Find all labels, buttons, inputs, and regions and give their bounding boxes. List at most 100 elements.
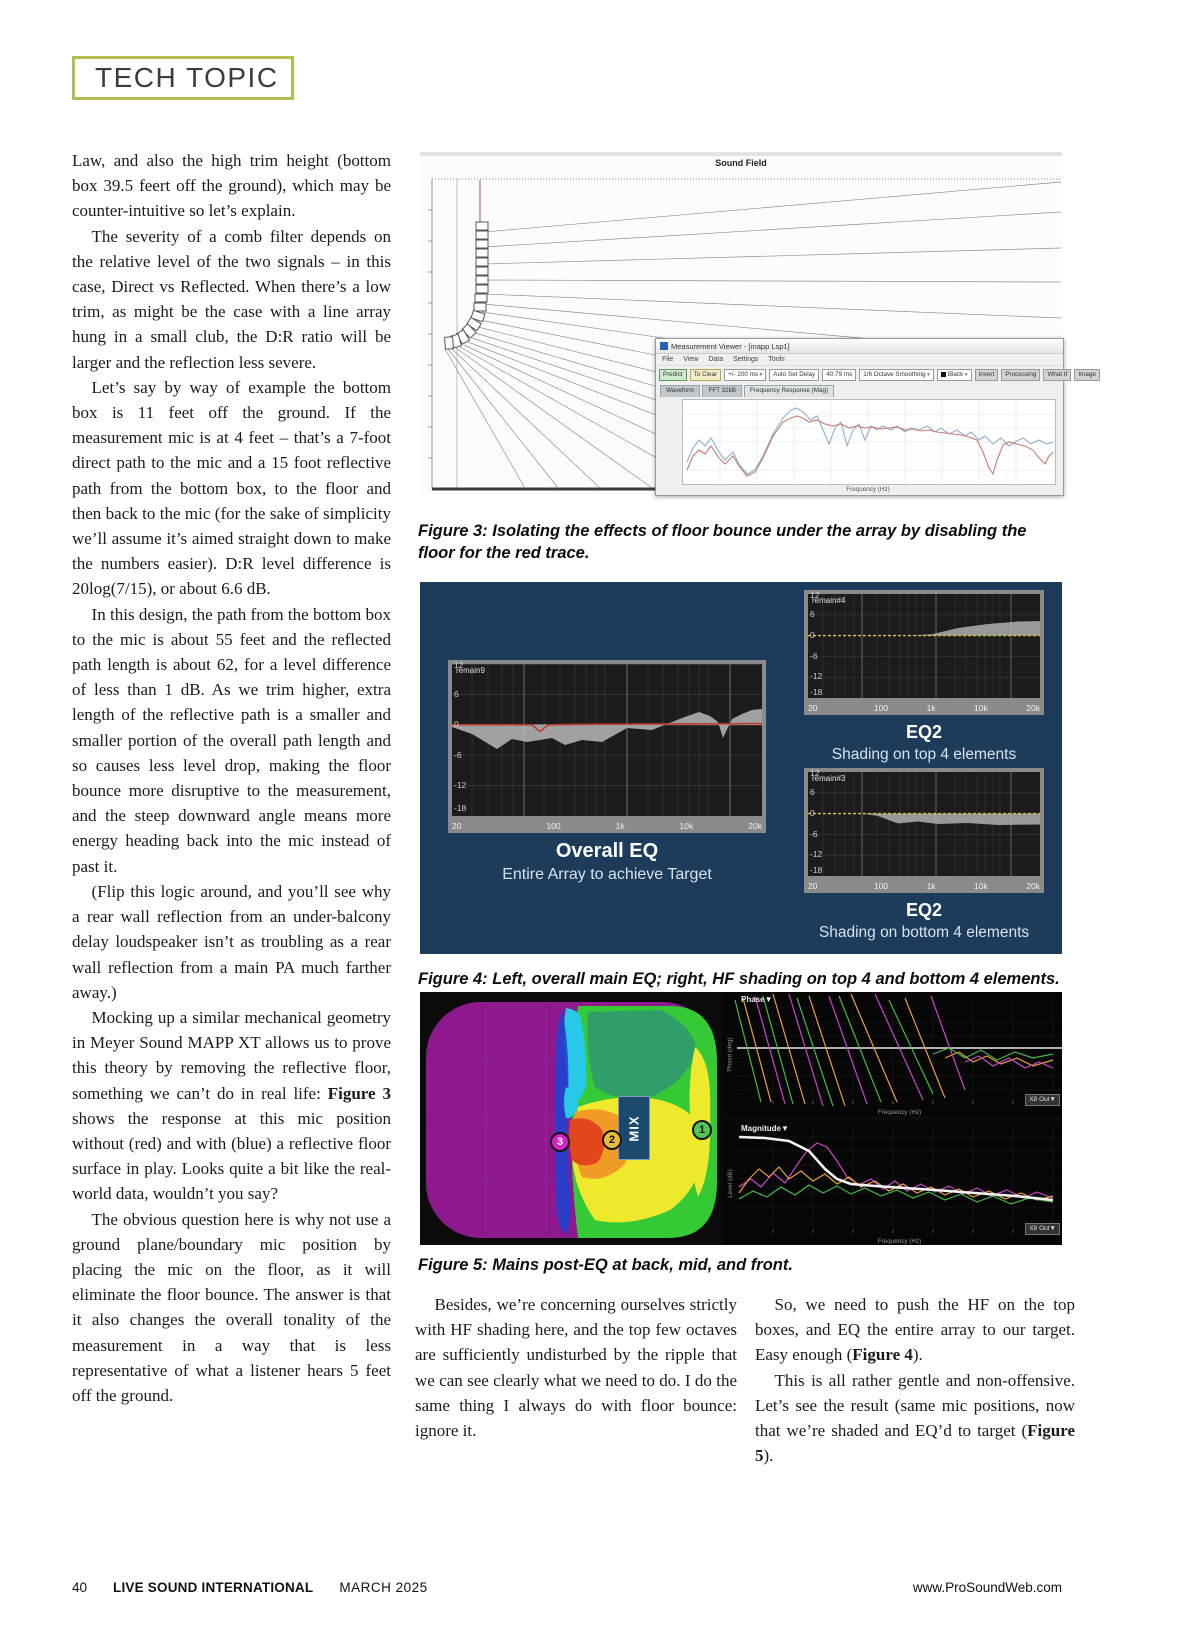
eq2-bottom-heading: EQ2 Shading on bottom 4 elements — [804, 900, 1044, 942]
y-tick: 6 — [810, 787, 815, 797]
figure-4-eq-panel: remain9 12 6 0 -6 -12 -18 20 100 1k 10k … — [420, 582, 1062, 954]
clear-button[interactable]: To Clear — [689, 369, 722, 381]
y-tick: 0 — [810, 630, 815, 640]
y-tick: 0 — [810, 808, 815, 818]
app-icon — [660, 342, 668, 350]
website-url: www.ProSoundWeb.com — [912, 1580, 1062, 1595]
eq2-subtitle: Shading on top 4 elements — [831, 746, 1017, 763]
shading-fill-gray — [808, 621, 1040, 636]
paragraph-text: shows the response at this mic position … — [72, 1108, 391, 1204]
tab-fft[interactable]: FFT 32kB — [702, 385, 742, 397]
range-select[interactable]: +/- 200 ms — [724, 369, 767, 381]
trace-color-select[interactable]: Black — [936, 369, 972, 381]
x-tick: 100 — [546, 821, 561, 831]
autoset-delay-button[interactable]: Auto Set Delay — [769, 369, 820, 381]
invert-button[interactable]: Invert — [974, 369, 999, 381]
tab-waveform[interactable]: Waveform — [660, 385, 701, 397]
tab-frequency-response[interactable]: Frequency Response (Mag) — [744, 385, 835, 397]
paragraph: Let’s say by way of example the bottom b… — [72, 377, 391, 599]
whatif-button[interactable]: What If — [1043, 369, 1072, 381]
issue-date: MARCH 2025 — [339, 1580, 428, 1595]
y-tick: -18 — [810, 687, 823, 697]
paragraph: In this design, the path from the bottom… — [72, 604, 391, 876]
y-tick: -6 — [454, 750, 462, 760]
predict-button[interactable]: Predict — [659, 369, 687, 381]
paragraph: The obvious question here is why not use… — [72, 1209, 391, 1405]
trace-red-floor-disabled — [686, 415, 1054, 477]
figure-4-caption: Figure 4: Left, overall main EQ; right, … — [418, 970, 1060, 988]
output-select[interactable]: X8 Out▼ — [1025, 1094, 1060, 1106]
eq-plot-tag: remain#4 — [812, 596, 846, 605]
paragraph-text: ). — [912, 1345, 923, 1365]
mic-position-marker-1: 1 — [692, 1120, 712, 1140]
x-axis-ticks: 20 100 1k 10k 20k — [808, 881, 1040, 894]
overall-eq-plot: remain9 12 6 0 -6 -12 -18 20 100 1k 10k … — [448, 660, 766, 833]
x-tick: 10k — [679, 821, 694, 831]
mag-trace-green — [738, 1184, 1054, 1205]
tech-topic-badge: TECH TOPIC — [72, 56, 294, 100]
page-number: 40 — [72, 1580, 88, 1595]
middle-text-column: Besides, we’re concerning ourselves stri… — [415, 1292, 737, 1507]
sound-field-title: Sound Field — [715, 158, 767, 168]
y-tick: -12 — [810, 671, 823, 681]
delay-value-field[interactable]: 40.79 ms — [822, 369, 857, 381]
menu-file[interactable]: File — [662, 356, 674, 363]
color-swatch-icon — [940, 371, 946, 377]
menubar: File View Data Settings Tools — [656, 354, 1063, 366]
x-axis-ticks: 20 100 1k 10k 20k — [808, 703, 1040, 716]
eq2-title: EQ2 — [905, 722, 943, 742]
figure-5-mains-posteq: MIX 3 2 1 Phase — [420, 992, 1062, 1245]
x-tick: 20k — [1026, 881, 1040, 891]
magazine-name: LIVE SOUND INTERNATIONAL — [113, 1580, 314, 1595]
eq2-bottom-plot: remain#3 12 6 0 -6 -12 -18 20 100 1k 10k… — [804, 768, 1044, 893]
trace-color-label: Black — [947, 370, 964, 378]
frequency-axis-label: Frequency (Hz) — [846, 486, 890, 493]
y-tick: 6 — [454, 689, 459, 699]
window-chrome-strip — [420, 152, 1062, 156]
toolbar: Predict To Clear +/- 200 ms Auto Set Del… — [656, 366, 1100, 384]
paragraph: Law, and also the high trim height (bott… — [72, 151, 391, 221]
menu-data[interactable]: Data — [708, 356, 724, 363]
paragraph: (Flip this logic around, and you’ll see … — [72, 881, 391, 1002]
eq2-top-plot: remain#4 12 6 0 -6 -12 -18 20 100 1k 10k… — [804, 590, 1044, 715]
processing-button[interactable]: Processing — [1001, 369, 1041, 381]
level-axis-label: Level (dB) — [726, 1168, 734, 1198]
response-fill-gray — [452, 709, 762, 749]
image-button[interactable]: Image — [1074, 369, 1100, 381]
mix-label: MIX — [626, 1114, 642, 1142]
x-tick: 10k — [974, 881, 988, 891]
x-tick: 20k — [1026, 703, 1040, 713]
trace-blue-with-floor — [686, 407, 1054, 475]
x-tick: 1k — [926, 703, 936, 713]
paragraph: The severity of a comb filter depends on… — [72, 226, 391, 372]
y-tick: -12 — [810, 849, 823, 859]
figure-reference: Figure 4 — [852, 1345, 913, 1365]
coverage-heatmap — [426, 1002, 717, 1238]
menu-view[interactable]: View — [683, 356, 699, 363]
shading-fill-gray — [808, 813, 1040, 825]
x-tick: 20 — [452, 821, 462, 831]
x-axis-ticks: 20 100 1k 10k 20k — [452, 821, 762, 834]
output-select[interactable]: X8 Out▼ — [1025, 1223, 1060, 1235]
x-tick: 1k — [615, 821, 625, 831]
paragraph: So, we need to push the HF on the top bo… — [755, 1292, 1075, 1368]
x-tick: 20 — [808, 881, 818, 891]
eq-plot-tag: remain#3 — [812, 774, 846, 783]
left-text-column: Law, and also the high trim height (bott… — [72, 148, 391, 1513]
mic-position-marker-3: 3 — [550, 1132, 570, 1152]
y-tick: -6 — [810, 651, 818, 661]
phase-plot: Phase (deg) Phase▼ Frequency (Hz) X8 Out… — [723, 992, 1062, 1116]
y-tick: 6 — [810, 609, 815, 619]
menu-tools[interactable]: Tools — [768, 356, 785, 363]
eq-curve-red — [452, 722, 762, 733]
frequency-axis-label: Frequency (Hz) — [877, 1109, 922, 1116]
y-tick: -12 — [454, 780, 467, 790]
eq2-top-heading: EQ2 Shading on top 4 elements — [804, 722, 1044, 764]
y-tick: 12 — [810, 590, 820, 600]
paragraph: This is all rather gentle and non-offens… — [755, 1368, 1075, 1469]
menu-settings[interactable]: Settings — [733, 356, 759, 363]
smoothing-select[interactable]: 1/6 Octave Smoothing — [859, 369, 934, 381]
eq-plot-tag: remain9 — [456, 666, 485, 675]
x-tick: 100 — [873, 881, 889, 891]
figure-reference: Figure 5 — [755, 1421, 1075, 1466]
